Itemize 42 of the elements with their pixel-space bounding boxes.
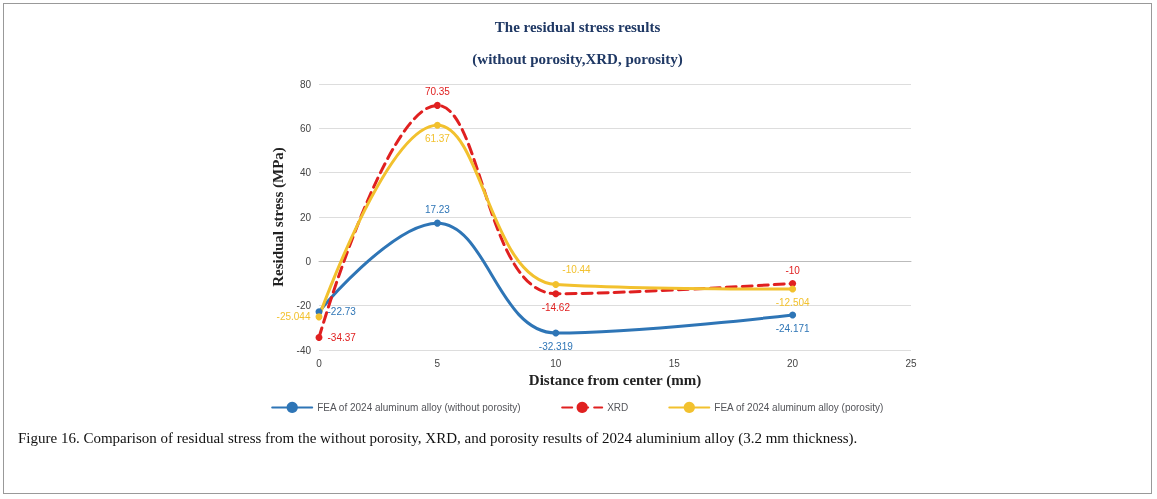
- x-tick-label: 0: [316, 357, 323, 369]
- y-tick-label: 60: [299, 122, 312, 134]
- data-label: -24.171: [775, 322, 810, 334]
- y-tick-label: 0: [305, 255, 312, 267]
- data-label: -10.44: [562, 264, 592, 276]
- caption: Figure 16. Comparison of residual stress from the without porosity, XRD, and porosity results of 2024 aluminium alloy (3.2 mm thickness).: [18, 429, 859, 448]
- data-label: -12.504: [775, 297, 810, 309]
- legend-label: FEA of 2024 aluminum alloy (porosity): [714, 401, 884, 413]
- y-tick-label: 40: [299, 167, 312, 179]
- chart-subtitle: (without porosity,XRD, porosity): [472, 50, 683, 68]
- chart-title: The residual stress results: [494, 18, 661, 35]
- point: [552, 290, 560, 298]
- point: [433, 121, 441, 129]
- data-label: -34.37: [327, 332, 357, 344]
- x-tick-label: 25: [905, 357, 917, 369]
- data-label: -25.044: [276, 311, 311, 323]
- x-tick-label: 5: [434, 357, 441, 369]
- point: [315, 334, 323, 342]
- point: [433, 101, 441, 109]
- point: [552, 329, 560, 337]
- y-tick-label: 80: [299, 78, 312, 90]
- point: [789, 285, 797, 293]
- x-tick-label: 15: [668, 357, 681, 369]
- point: [552, 280, 560, 288]
- data-label: -14.62: [541, 301, 571, 313]
- data-label: 70.35: [424, 86, 451, 98]
- y-axis-title: Residual stress (MPa): [270, 147, 288, 287]
- data-label: 61.37: [424, 133, 451, 145]
- y-tick-label: -40: [296, 344, 312, 356]
- y-tick-label: 20: [299, 211, 312, 223]
- data-label: -10: [785, 264, 801, 276]
- legend-label: FEA of 2024 aluminum alloy (without porosity): [317, 401, 521, 413]
- x-tick-label: 10: [550, 357, 562, 369]
- point: [433, 219, 441, 227]
- data-label: 17.23: [424, 204, 451, 216]
- y-tick-label: -20: [296, 300, 312, 312]
- legend-label: XRD: [607, 401, 629, 413]
- point: [789, 311, 797, 319]
- data-label: -22.73: [327, 306, 357, 318]
- x-tick-label: 20: [787, 357, 799, 369]
- data-label: -32.319: [538, 340, 574, 352]
- x-axis-title: Distance from center (mm): [528, 372, 702, 390]
